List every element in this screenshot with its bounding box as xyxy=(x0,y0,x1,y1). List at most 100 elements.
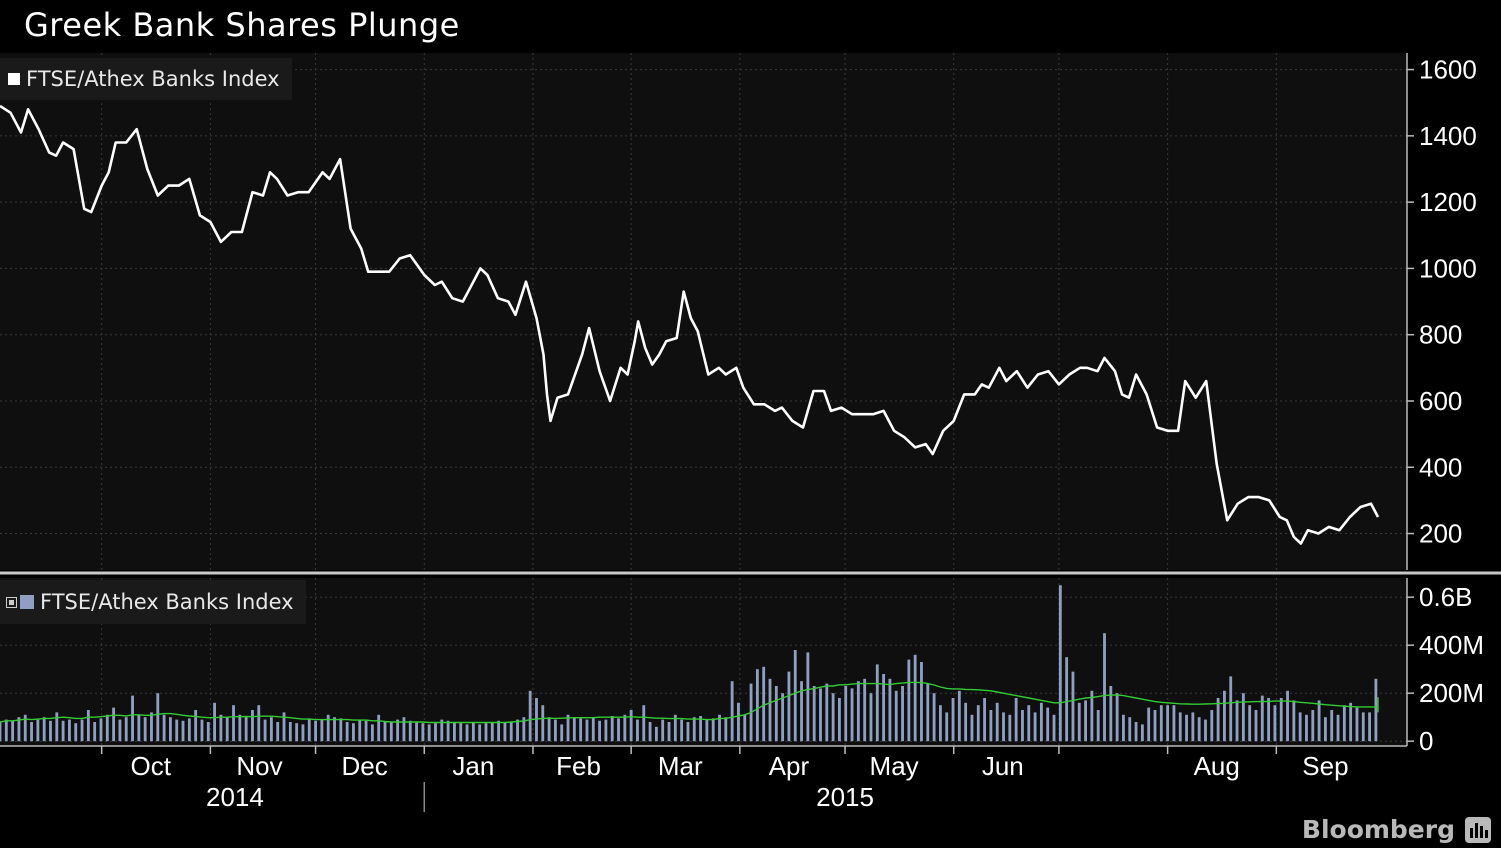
volume-bar xyxy=(1172,705,1176,742)
volume-bar xyxy=(673,714,677,742)
volume-bar xyxy=(1197,717,1201,742)
volume-bar xyxy=(705,719,709,742)
volume-bar xyxy=(301,724,305,742)
volume-bar xyxy=(692,717,696,742)
volume-bar xyxy=(1317,700,1321,742)
volume-bar xyxy=(1115,693,1119,742)
volume-bar xyxy=(1153,710,1157,742)
volume-bar xyxy=(1204,719,1207,742)
volume-bar xyxy=(566,714,570,742)
volume-bar xyxy=(1374,678,1378,742)
volume-bar xyxy=(856,681,860,742)
volume-bar xyxy=(711,718,715,742)
volume-tick-label: 0.6B xyxy=(1419,582,1473,612)
volume-bars xyxy=(0,585,1378,742)
volume-bar xyxy=(661,719,665,742)
volume-bar xyxy=(844,686,848,742)
volume-bar xyxy=(61,720,65,742)
volume-bar xyxy=(1134,722,1138,742)
volume-bar xyxy=(1267,698,1271,742)
volume-bar xyxy=(68,719,71,742)
volume-bar xyxy=(415,722,418,742)
volume-bar xyxy=(516,719,519,742)
volume-bar xyxy=(629,710,633,742)
volume-bar xyxy=(1185,714,1188,742)
price-tick-label: 600 xyxy=(1419,386,1462,416)
volume-bar xyxy=(263,719,267,742)
volume-bar xyxy=(124,717,128,742)
volume-bar xyxy=(831,693,835,742)
volume-bar xyxy=(901,686,904,742)
volume-bar xyxy=(288,722,292,742)
volume-bar xyxy=(86,710,90,742)
volume-bar xyxy=(112,707,116,742)
volume-bar xyxy=(326,714,330,742)
volume-tick-label: 0 xyxy=(1419,726,1433,756)
volume-bar xyxy=(983,698,987,742)
price-tick-label: 1400 xyxy=(1419,121,1477,151)
volume-bar xyxy=(825,683,829,742)
volume-bar xyxy=(118,719,122,742)
bloomberg-chart-icon xyxy=(1465,816,1491,843)
volume-bar xyxy=(869,693,873,742)
volume-bar xyxy=(156,693,160,742)
volume-bar xyxy=(402,717,406,742)
volume-bar xyxy=(737,702,740,742)
volume-bar xyxy=(882,674,886,742)
volume-bar xyxy=(989,710,993,742)
volume-bar xyxy=(269,717,273,742)
volume-bar xyxy=(137,714,141,742)
volume-bar xyxy=(80,719,84,742)
volume-bar xyxy=(143,717,147,742)
volume-bar xyxy=(150,712,153,742)
volume-bar xyxy=(1368,712,1371,742)
volume-bar xyxy=(257,705,261,742)
volume-bar xyxy=(938,705,942,742)
price-legend: FTSE/Athex Banks Index xyxy=(0,58,292,100)
volume-bar xyxy=(421,723,425,742)
volume-bar xyxy=(1223,690,1226,742)
volume-bar xyxy=(598,720,602,742)
volume-bar xyxy=(1292,700,1296,742)
volume-bar xyxy=(1355,707,1359,742)
volume-bar xyxy=(793,650,797,742)
volume-bar xyxy=(453,722,456,742)
volume-bar xyxy=(1305,714,1308,742)
volume-bar xyxy=(560,724,564,742)
volume-bar xyxy=(957,690,961,742)
volume-bar xyxy=(1235,700,1239,742)
volume-bar xyxy=(648,722,652,742)
volume-bar xyxy=(200,719,204,742)
volume-bar xyxy=(964,702,968,742)
volume-bar xyxy=(699,716,702,742)
volume-bar xyxy=(42,717,46,742)
volume-bar xyxy=(1323,717,1327,742)
volume-bar xyxy=(168,717,172,742)
volume-bar xyxy=(932,693,936,742)
volume-legend-toggle-icon[interactable] xyxy=(6,596,17,608)
volume-bar xyxy=(686,722,690,742)
month-label: Mar xyxy=(658,751,703,781)
volume-bar xyxy=(1279,698,1283,742)
volume-bar xyxy=(547,717,551,742)
price-line xyxy=(0,104,1380,545)
volume-bar xyxy=(774,686,778,742)
volume-bar xyxy=(1229,676,1233,742)
volume-bar xyxy=(945,712,949,742)
volume-bar xyxy=(206,722,210,742)
volume-bar xyxy=(724,717,728,742)
volume-bar xyxy=(23,714,27,742)
price-tick-label: 800 xyxy=(1419,320,1462,350)
volume-bar xyxy=(1008,714,1012,742)
volume-legend-label: FTSE/Athex Banks Index xyxy=(40,590,294,614)
volume-bar xyxy=(282,712,286,742)
volume-bar xyxy=(1342,705,1346,742)
volume-legend: FTSE/Athex Banks Index xyxy=(0,580,306,624)
volume-bar xyxy=(768,678,772,742)
price-tick-label: 1200 xyxy=(1419,187,1477,217)
bloomberg-logo: Bloomberg xyxy=(1302,815,1491,844)
volume-bar xyxy=(1254,710,1258,742)
volume-bar xyxy=(478,724,482,742)
volume-bar xyxy=(1084,700,1087,742)
volume-bar xyxy=(667,722,671,742)
